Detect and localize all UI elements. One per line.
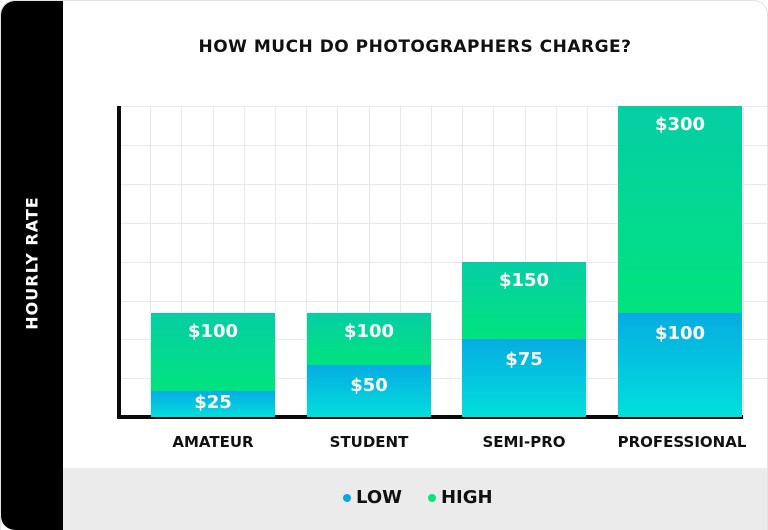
grid-line-horizontal xyxy=(119,300,767,302)
grid-line-horizontal xyxy=(119,144,767,146)
legend-item-low: LOW xyxy=(343,487,402,508)
grid-line-vertical xyxy=(743,106,744,417)
bar-segment-high: $100 xyxy=(307,313,431,366)
grid-line-vertical xyxy=(243,106,245,417)
bar-segment-low: $75 xyxy=(462,339,586,417)
value-label-low: $25 xyxy=(194,392,232,414)
grid-line-horizontal xyxy=(119,222,767,224)
category-label: SEMI-PRO xyxy=(482,433,566,451)
legend-dot-icon xyxy=(427,493,436,502)
legend: LOW HIGH xyxy=(63,468,767,530)
value-label-low: $75 xyxy=(505,349,543,371)
grid-line-vertical xyxy=(306,106,308,417)
grid-line-vertical xyxy=(337,106,339,417)
y-axis-line xyxy=(117,106,121,419)
category-label: PROFESSIONAL xyxy=(617,433,747,451)
grid-line-vertical xyxy=(587,106,588,417)
legend-label: LOW xyxy=(356,487,402,508)
bar-segment-low: $100 xyxy=(618,313,742,417)
bar-semi-pro: $150 $75 xyxy=(462,261,586,417)
category-label: STUDENT xyxy=(329,433,409,451)
grid-line-horizontal xyxy=(119,183,767,185)
x-axis-line xyxy=(117,415,743,419)
bar-professional: $300 $100 xyxy=(618,106,742,417)
bar-segment-low: $50 xyxy=(307,365,431,417)
category-label: AMATEUR xyxy=(172,433,254,451)
grid-line-vertical xyxy=(212,106,214,417)
bar-segment-low: $25 xyxy=(151,391,275,417)
legend-items: LOW HIGH xyxy=(343,487,519,508)
value-label-high: $100 xyxy=(187,321,239,343)
grid-line-horizontal xyxy=(119,106,767,107)
value-label-high: $300 xyxy=(654,114,706,135)
grid-line-vertical xyxy=(399,106,401,417)
grid-line-horizontal xyxy=(119,378,767,380)
bar-segment-high: $300 xyxy=(618,106,742,314)
value-label-high: $150 xyxy=(498,269,550,291)
legend-dot-icon xyxy=(343,493,351,502)
bar-amateur: $100 $25 xyxy=(151,313,275,417)
grid-line-vertical xyxy=(181,106,183,417)
legend-label: HIGH xyxy=(440,487,493,508)
value-label-high: $100 xyxy=(343,321,395,343)
value-label-low: $100 xyxy=(654,323,706,345)
grid-line-vertical xyxy=(275,106,276,417)
value-label-low: $50 xyxy=(350,375,388,397)
y-axis-label: HOURLY RATE xyxy=(22,196,42,330)
grid-line-horizontal xyxy=(119,261,767,263)
grid-line-vertical xyxy=(368,106,370,417)
bar-student: $100 $50 xyxy=(307,313,431,417)
chart-title: HOW MUCH DO PHOTOGRAPHERS CHARGE? xyxy=(198,37,632,57)
grid-line-vertical xyxy=(150,106,152,417)
grid-line-vertical xyxy=(431,106,432,417)
bar-segment-high: $150 xyxy=(462,261,586,340)
legend-item-high: HIGH xyxy=(427,487,493,508)
grid-line-horizontal xyxy=(119,339,767,341)
y-axis-sidebar: HOURLY RATE xyxy=(1,1,63,530)
bar-segment-high: $100 xyxy=(151,313,275,392)
